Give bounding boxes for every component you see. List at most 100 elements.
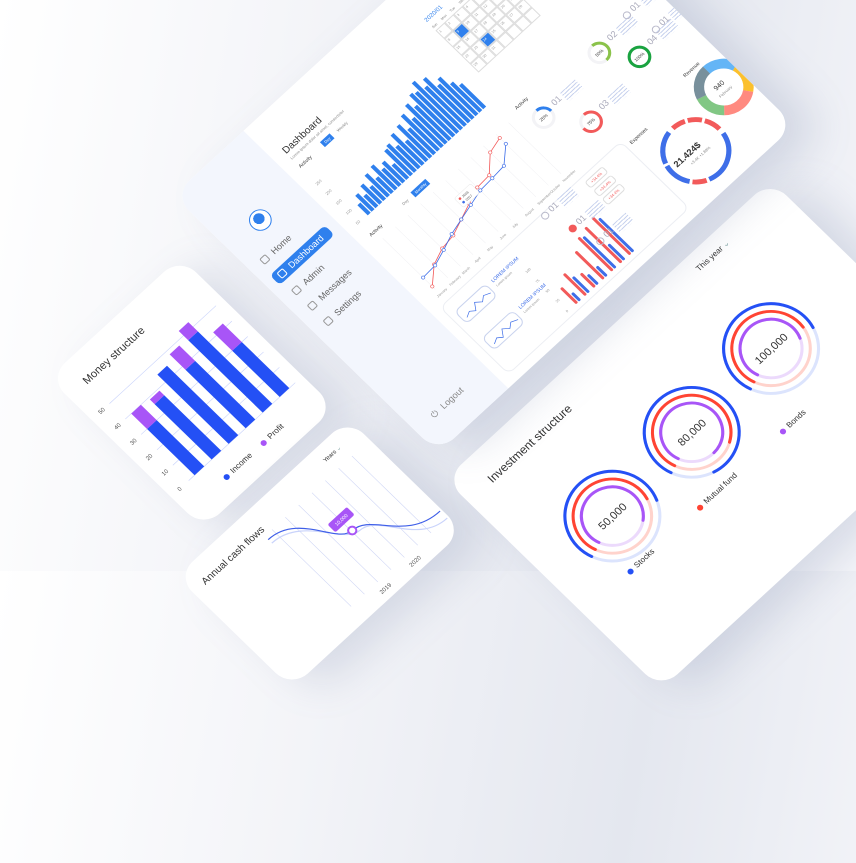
grid-line xyxy=(382,238,436,290)
bar-blue xyxy=(607,243,625,261)
bar-blue xyxy=(571,292,581,302)
years-dropdown[interactable]: Years ⌄ xyxy=(322,444,343,464)
activity-bar xyxy=(422,76,471,124)
progress-ring: 75% xyxy=(579,110,603,133)
y-tick-label: 10 xyxy=(161,468,171,477)
sparkline-card[interactable] xyxy=(453,283,499,325)
ring-number: 04 xyxy=(644,32,660,47)
money-structure-card: Money structure 0 10 20 30 40 50 Income Profi… xyxy=(48,256,336,529)
grid-line xyxy=(271,529,352,607)
tooltip xyxy=(328,507,354,532)
data-point xyxy=(430,284,435,289)
ring-stocks xyxy=(642,385,741,479)
bar-income xyxy=(157,365,239,444)
calendar-title[interactable]: 2020/01 xyxy=(423,4,445,24)
bar-profit xyxy=(169,345,196,370)
y-tick-label: 50 xyxy=(355,219,362,226)
grid-icon xyxy=(276,267,289,280)
activity-bar xyxy=(391,162,410,180)
ring-progress xyxy=(627,45,652,69)
data-point xyxy=(497,136,502,140)
chevron-down-icon: ⌄ xyxy=(335,444,344,453)
activity-bar xyxy=(400,113,440,152)
sparkline-card[interactable] xyxy=(481,309,526,351)
activity-bar xyxy=(407,127,437,156)
grid-line xyxy=(351,455,432,534)
activity-bar xyxy=(404,139,429,163)
expenses-ring xyxy=(660,117,732,185)
ring-total-label: 50,000 xyxy=(596,501,629,532)
grid-line xyxy=(338,467,418,546)
bar-blue xyxy=(596,266,608,277)
bar-income xyxy=(154,395,222,460)
grid-line xyxy=(458,168,511,221)
investment-rings: 50,000 80,000 100,000 xyxy=(563,302,821,563)
user-icon xyxy=(290,284,303,296)
grid-line xyxy=(109,305,217,404)
x-tick-label: June xyxy=(499,233,507,241)
legend-dot xyxy=(458,197,462,200)
activity-bar xyxy=(390,132,425,166)
data-point xyxy=(468,203,473,207)
x-tick-label: February xyxy=(449,274,462,286)
home-icon xyxy=(259,253,271,265)
ring-bonds xyxy=(579,485,645,547)
ring-number: 01 xyxy=(549,93,564,108)
grid-line xyxy=(140,336,248,435)
money-chart: 0 10 20 30 40 50 xyxy=(98,305,296,493)
bar-blue xyxy=(598,218,634,253)
bar-blue xyxy=(582,236,617,269)
grid-line xyxy=(188,382,296,481)
activity-bar xyxy=(375,176,394,195)
legend-label: 2017 xyxy=(465,194,474,202)
bar-blue xyxy=(572,276,590,293)
activity-bar xyxy=(414,104,452,142)
activity-bar xyxy=(459,83,487,110)
x-tick-label: 2020 xyxy=(409,555,424,569)
grid-line xyxy=(324,480,405,558)
activity-bar xyxy=(424,85,467,127)
grid-line xyxy=(508,122,562,174)
activity-bar xyxy=(404,103,448,145)
expenses-segment xyxy=(660,117,732,185)
activity-bar xyxy=(364,173,390,198)
expenses-segment xyxy=(660,117,732,185)
activity-bar xyxy=(355,193,375,212)
bar-profit xyxy=(213,323,242,351)
this-year-dropdown[interactable]: This year ⌄ xyxy=(694,238,731,273)
revenue-slice xyxy=(693,58,754,116)
ring-stocks xyxy=(722,302,821,395)
data-point xyxy=(501,163,506,168)
avatar[interactable] xyxy=(244,204,277,236)
grid-line xyxy=(156,351,264,451)
cash-flows-card: Annual cash flows Years ⌄ 10,000 2019 2020 xyxy=(176,418,464,689)
ring-label: 75% xyxy=(586,117,596,127)
bar-income xyxy=(232,341,290,397)
ring-label: 100% xyxy=(633,51,645,62)
data-point xyxy=(487,173,492,178)
ring-stocks xyxy=(563,469,662,563)
logout-button[interactable]: ⏻ Logout xyxy=(427,384,467,421)
grid-line xyxy=(432,191,486,244)
list-number: 01 xyxy=(627,0,643,14)
y-tick-label: 75 xyxy=(535,278,541,283)
x-tick-label: 2019 xyxy=(379,582,394,596)
bar-red xyxy=(591,216,631,255)
activity-bar xyxy=(386,143,417,173)
activity-bar xyxy=(414,90,460,134)
y-tick-label: 0 xyxy=(565,309,569,313)
activity-bar xyxy=(411,116,444,149)
data-point xyxy=(433,263,438,268)
activity-bar xyxy=(370,164,398,191)
activity-bar xyxy=(360,183,383,205)
y-tick-label: 20 xyxy=(145,453,155,462)
grid-line xyxy=(298,504,379,583)
y-tick-label: 200 xyxy=(324,188,333,197)
activity-bar xyxy=(395,144,421,170)
bar-red xyxy=(580,272,596,288)
ring-progress xyxy=(579,110,603,133)
x-tick-label: May xyxy=(486,245,494,252)
activity-bar xyxy=(396,124,433,159)
power-icon: ⏻ xyxy=(428,407,441,420)
